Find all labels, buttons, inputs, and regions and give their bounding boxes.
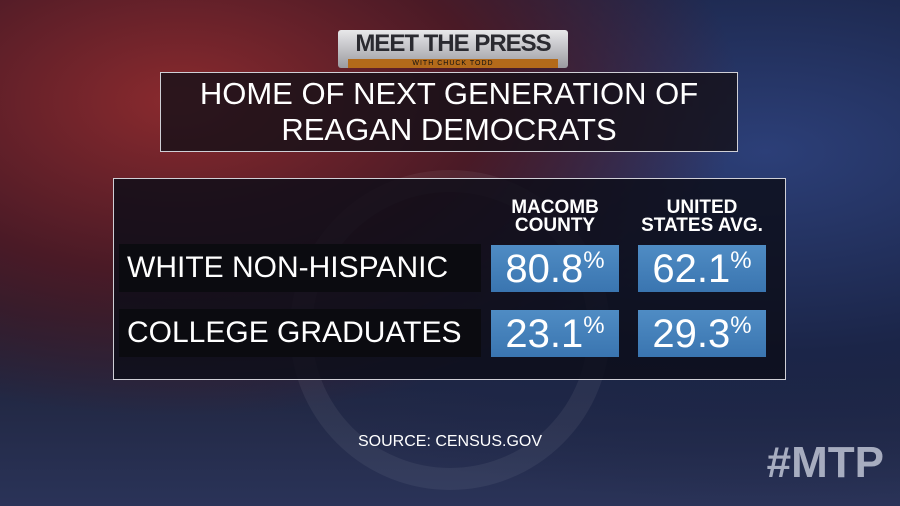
title-line-2: REAGAN DEMOCRATS: [281, 112, 617, 147]
value: 62.1: [652, 247, 731, 291]
hashtag: #MTP: [766, 438, 884, 487]
value-cell: 62.1%: [638, 245, 766, 292]
unit: %: [730, 247, 752, 274]
value: 29.3: [652, 312, 731, 356]
data-table: MACOMB COUNTY UNITED STATES AVG. WHITE N…: [113, 178, 786, 380]
unit: %: [730, 312, 752, 339]
value: 23.1: [505, 312, 584, 356]
header-line: UNITED: [666, 197, 738, 218]
value: 80.8: [505, 247, 584, 291]
column-header-macomb: MACOMB COUNTY: [480, 197, 630, 236]
meet-the-press-logo: MEET THE PRESS WITH CHUCK TODD: [338, 30, 568, 68]
unit: %: [583, 312, 605, 339]
logo-subtitle: WITH CHUCK TODD: [348, 59, 558, 68]
row-label-college-graduates: COLLEGE GRADUATES: [119, 309, 481, 357]
title-line-1: HOME OF NEXT GENERATION OF: [199, 76, 699, 111]
source-note: SOURCE: CENSUS.GOV: [357, 433, 543, 450]
row-label-white-non-hispanic: WHITE NON-HISPANIC: [119, 244, 481, 292]
logo-text: MEET THE PRESS: [355, 30, 551, 57]
value-cell: 23.1%: [491, 310, 619, 357]
title-box: HOME OF NEXT GENERATION OF REAGAN DEMOCR…: [160, 72, 738, 152]
unit: %: [583, 247, 605, 274]
header-line: MACOMB: [511, 197, 599, 218]
header-line: STATES AVG.: [641, 215, 763, 236]
value-cell: 80.8%: [491, 245, 619, 292]
value-cell: 29.3%: [638, 310, 766, 357]
header-line: COUNTY: [514, 215, 596, 236]
column-header-us: UNITED STATES AVG.: [627, 197, 777, 236]
